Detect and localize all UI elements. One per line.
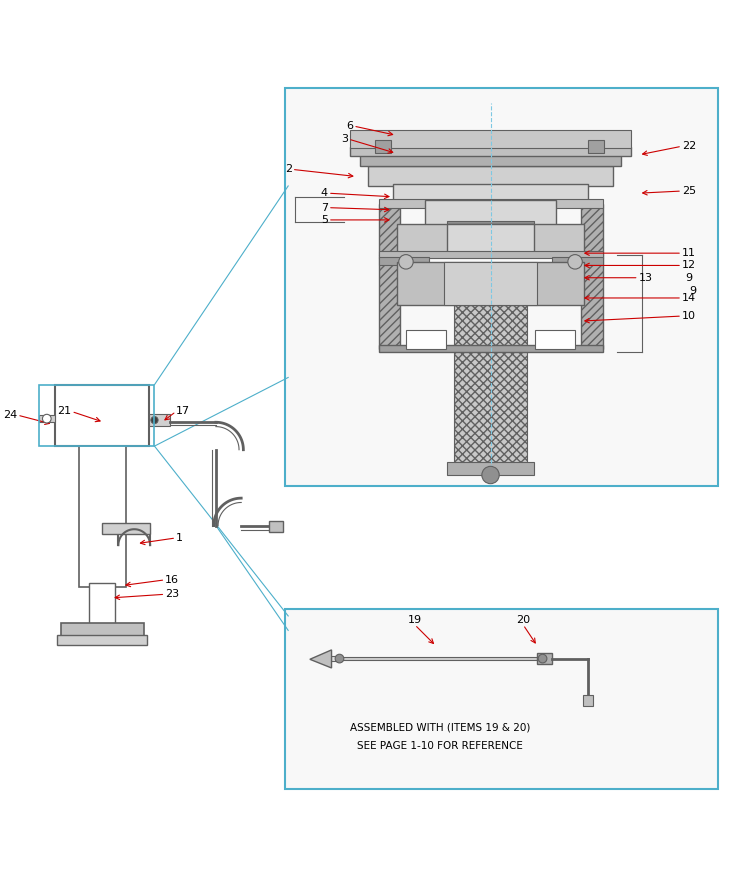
Bar xyxy=(375,141,390,153)
Text: 5: 5 xyxy=(321,215,328,225)
Bar xyxy=(285,88,718,486)
Bar xyxy=(379,257,429,266)
Text: 9: 9 xyxy=(686,273,693,282)
Bar xyxy=(57,635,148,645)
Text: 20: 20 xyxy=(516,614,530,625)
Bar xyxy=(454,226,527,236)
Bar xyxy=(39,385,154,446)
Text: 10: 10 xyxy=(682,311,696,321)
Text: 19: 19 xyxy=(407,614,422,625)
Text: 16: 16 xyxy=(165,574,179,585)
Text: 7: 7 xyxy=(321,203,328,212)
Bar xyxy=(537,653,552,665)
Polygon shape xyxy=(581,204,603,255)
Text: 9: 9 xyxy=(689,286,697,296)
Bar xyxy=(379,345,603,352)
Bar xyxy=(349,147,631,156)
Polygon shape xyxy=(379,255,400,349)
Bar xyxy=(60,623,144,636)
Bar xyxy=(374,151,392,157)
Text: ASSEMBLED WITH (ITEMS 19 & 20): ASSEMBLED WITH (ITEMS 19 & 20) xyxy=(349,723,530,733)
Bar xyxy=(447,220,534,229)
Text: 13: 13 xyxy=(639,273,653,282)
Circle shape xyxy=(538,654,547,663)
Text: 2: 2 xyxy=(285,165,292,174)
Bar xyxy=(342,658,537,660)
Polygon shape xyxy=(379,204,400,255)
Bar xyxy=(90,583,115,627)
Bar xyxy=(447,462,534,475)
Bar xyxy=(39,415,55,422)
Circle shape xyxy=(335,654,344,663)
Bar xyxy=(583,695,593,706)
Text: 14: 14 xyxy=(682,293,696,303)
Circle shape xyxy=(482,466,499,484)
Bar xyxy=(426,200,556,226)
Text: 23: 23 xyxy=(165,589,179,599)
Bar xyxy=(586,151,606,157)
Bar xyxy=(349,129,631,148)
Bar xyxy=(443,262,537,305)
Polygon shape xyxy=(454,269,527,472)
Circle shape xyxy=(568,255,582,269)
Text: 1: 1 xyxy=(176,533,184,543)
Text: 6: 6 xyxy=(346,121,353,131)
Bar xyxy=(55,385,149,446)
Bar xyxy=(396,224,584,255)
Text: 11: 11 xyxy=(682,248,696,258)
Bar xyxy=(588,141,604,153)
Circle shape xyxy=(151,417,158,424)
Text: 4: 4 xyxy=(321,189,328,198)
Circle shape xyxy=(399,255,413,269)
Circle shape xyxy=(43,414,51,423)
Bar xyxy=(552,257,603,266)
Bar xyxy=(535,330,575,349)
Text: 21: 21 xyxy=(57,406,71,417)
Text: 3: 3 xyxy=(341,134,348,144)
Bar xyxy=(331,656,341,661)
Text: 24: 24 xyxy=(3,410,17,420)
Bar xyxy=(360,153,621,165)
Text: 25: 25 xyxy=(682,186,696,196)
Bar xyxy=(379,199,603,208)
Bar xyxy=(379,251,603,258)
Text: 22: 22 xyxy=(682,142,697,151)
Polygon shape xyxy=(581,255,603,349)
Bar xyxy=(393,184,588,204)
Bar xyxy=(79,446,126,587)
Text: 12: 12 xyxy=(682,260,696,271)
Bar xyxy=(447,224,534,255)
Text: SEE PAGE 1-10 FOR REFERENCE: SEE PAGE 1-10 FOR REFERENCE xyxy=(357,741,523,751)
Polygon shape xyxy=(310,650,332,668)
Bar xyxy=(285,609,718,789)
Bar xyxy=(103,523,150,535)
Bar xyxy=(368,165,614,186)
Text: 17: 17 xyxy=(176,406,190,417)
Bar xyxy=(269,520,283,532)
Bar xyxy=(149,414,170,426)
Bar xyxy=(396,262,584,305)
Bar xyxy=(406,330,446,349)
